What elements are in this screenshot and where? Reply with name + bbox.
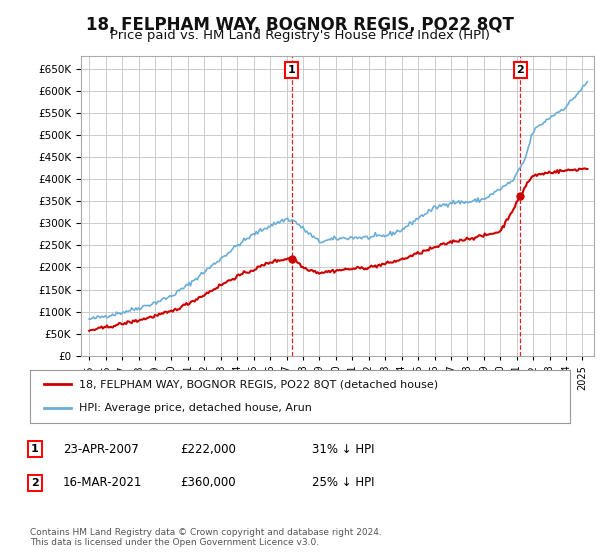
Text: 2: 2 [31, 478, 38, 488]
Text: 1: 1 [31, 444, 38, 454]
Text: 16-MAR-2021: 16-MAR-2021 [63, 476, 142, 489]
Text: HPI: Average price, detached house, Arun: HPI: Average price, detached house, Arun [79, 403, 311, 413]
Text: Price paid vs. HM Land Registry's House Price Index (HPI): Price paid vs. HM Land Registry's House … [110, 29, 490, 42]
Text: 1: 1 [288, 65, 296, 75]
Text: 2: 2 [517, 65, 524, 75]
Text: £360,000: £360,000 [180, 476, 236, 489]
Text: 18, FELPHAM WAY, BOGNOR REGIS, PO22 8QT (detached house): 18, FELPHAM WAY, BOGNOR REGIS, PO22 8QT … [79, 380, 438, 390]
Text: 18, FELPHAM WAY, BOGNOR REGIS, PO22 8QT: 18, FELPHAM WAY, BOGNOR REGIS, PO22 8QT [86, 16, 514, 34]
Text: 31% ↓ HPI: 31% ↓ HPI [312, 442, 374, 456]
Text: £222,000: £222,000 [180, 442, 236, 456]
Text: 25% ↓ HPI: 25% ↓ HPI [312, 476, 374, 489]
Text: 23-APR-2007: 23-APR-2007 [63, 442, 139, 456]
Text: Contains HM Land Registry data © Crown copyright and database right 2024.
This d: Contains HM Land Registry data © Crown c… [30, 528, 382, 547]
